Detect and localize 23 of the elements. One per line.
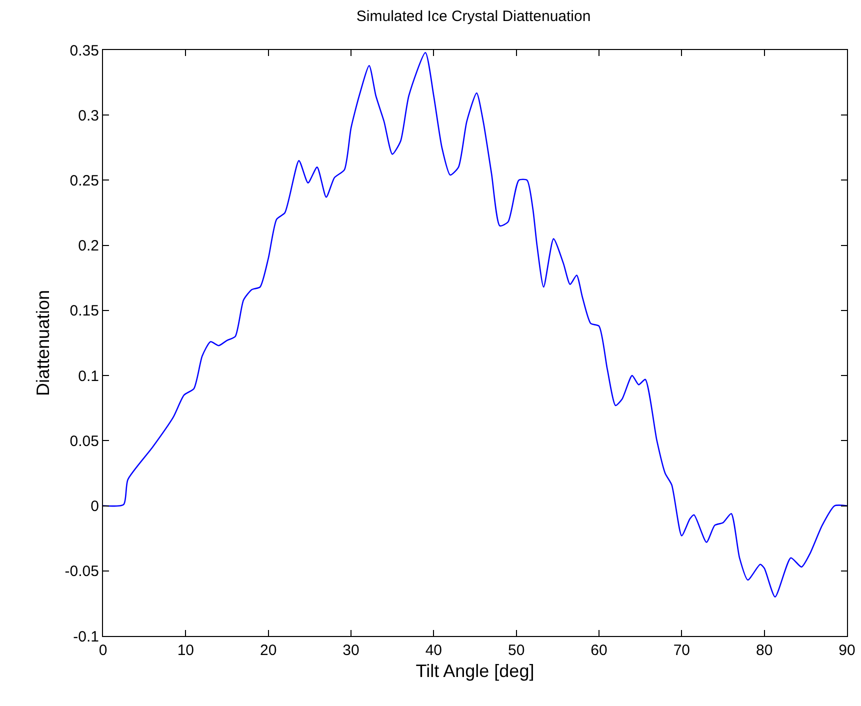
y-tick-label: 0.1 <box>78 368 99 385</box>
x-tick-label: 50 <box>508 642 525 659</box>
x-tick-label: 20 <box>260 642 277 659</box>
x-tick-label: 80 <box>756 642 773 659</box>
line-series <box>103 52 847 598</box>
x-tick-label: 10 <box>177 642 194 659</box>
y-tick-label: -0.05 <box>64 563 99 580</box>
x-tick-label: 60 <box>590 642 608 659</box>
y-tick-label: 0.2 <box>78 238 99 255</box>
x-tick-label: 30 <box>342 642 360 659</box>
x-axis-title: Tilt Angle [deg] <box>416 661 534 682</box>
chart-title: Simulated Ice Crystal Diattenuation <box>356 8 591 26</box>
y-tick-label: 0.3 <box>78 107 99 124</box>
y-tick-label: 0.25 <box>70 172 99 190</box>
y-axis-title: Diattenuation <box>32 290 53 396</box>
y-tick-label: 0.15 <box>70 302 99 320</box>
y-tick-label: -0.1 <box>73 628 99 646</box>
y-tick-label: 0 <box>90 498 99 516</box>
x-tick-label: 40 <box>425 642 442 659</box>
x-tick-label: 70 <box>673 642 690 659</box>
x-tick-label: 90 <box>838 642 856 659</box>
y-tick-label: 0.35 <box>70 42 99 60</box>
y-tick-label: 0.05 <box>70 432 99 450</box>
